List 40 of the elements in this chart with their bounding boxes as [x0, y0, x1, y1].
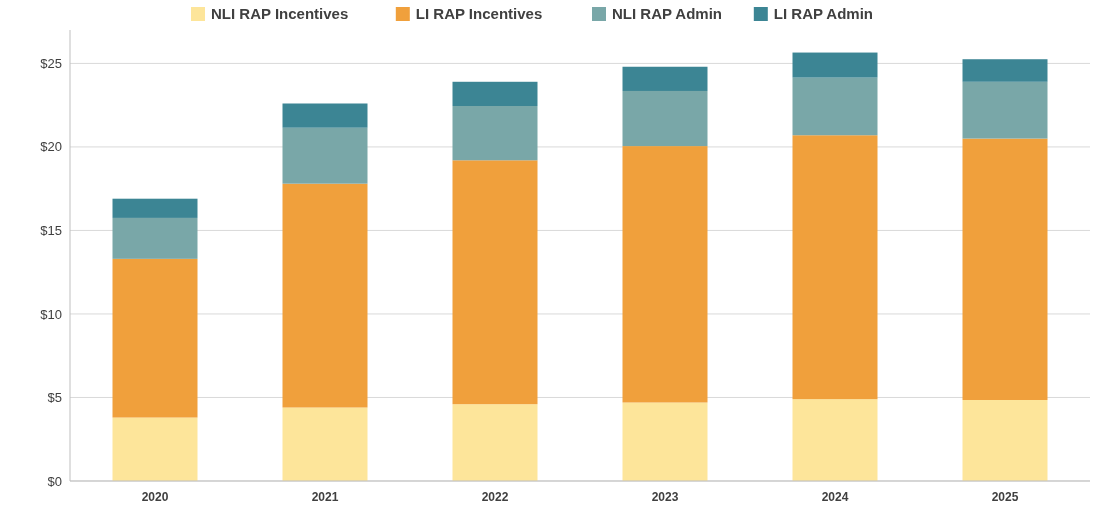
- bar: [622, 90, 708, 147]
- bar: [282, 127, 368, 184]
- x-tick-label: 2025: [991, 490, 1019, 504]
- bar: [792, 52, 878, 78]
- y-tick-label: $5: [47, 390, 62, 406]
- y-tick-label: $20: [40, 139, 62, 155]
- x-tick-label: 2024: [821, 490, 849, 504]
- bar: [962, 59, 1048, 82]
- bar: [282, 407, 368, 481]
- legend-label: NLI RAP Admin: [612, 5, 723, 23]
- bar: [962, 399, 1048, 481]
- bar: [962, 81, 1048, 139]
- x-tick-label: 2020: [141, 490, 169, 504]
- bar: [112, 217, 198, 259]
- legend-label: LI RAP Admin: [773, 5, 873, 23]
- bar: [452, 106, 538, 161]
- y-tick-label: $15: [40, 222, 62, 238]
- x-tick-label: 2023: [651, 490, 679, 504]
- bar: [282, 103, 368, 128]
- x-tick-label: 2022: [481, 490, 509, 504]
- bar: [792, 77, 878, 136]
- bar: [452, 404, 538, 481]
- bar: [792, 135, 878, 400]
- bar: [282, 183, 368, 408]
- bar: [112, 258, 198, 418]
- y-tick-label: $0: [47, 473, 62, 489]
- bar: [452, 81, 538, 106]
- bar: [112, 198, 198, 218]
- y-tick-label: $25: [40, 55, 62, 71]
- bar: [112, 417, 198, 481]
- legend-label: NLI RAP Incentives: [211, 5, 349, 23]
- bar: [792, 399, 878, 481]
- legend-label: LI RAP Incentives: [415, 5, 543, 23]
- x-tick-label: 2021: [311, 490, 339, 504]
- y-tick-label: $10: [40, 306, 62, 322]
- bar: [622, 66, 708, 91]
- bar: [452, 160, 538, 405]
- bar: [962, 138, 1048, 400]
- bar: [622, 146, 708, 403]
- bar: [622, 402, 708, 481]
